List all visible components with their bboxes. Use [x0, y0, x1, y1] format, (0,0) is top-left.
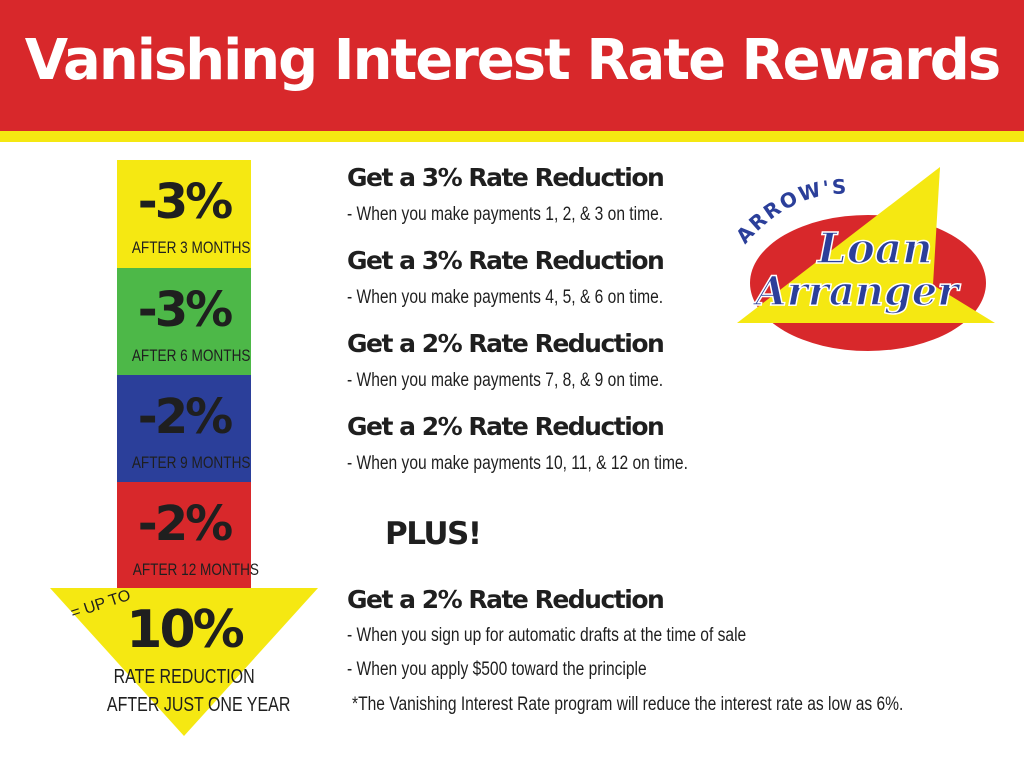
bonus-heading: Get a 2% Rate Reduction: [347, 585, 665, 614]
bonus-line1: - When you sign up for automatic drafts …: [347, 625, 747, 646]
header-stripe: [0, 131, 1024, 142]
reward-heading: Get a 2% Rate Reduction: [347, 412, 665, 441]
step-6-months: -3% AFTER 6 MONTHS: [117, 268, 251, 375]
logo-line1: Loan: [816, 224, 932, 273]
step-label: AFTER 9 MONTHS: [131, 453, 251, 472]
total-line1: RATE REDUCTION: [113, 666, 255, 688]
total-value: 10%: [126, 600, 244, 660]
reward-heading: Get a 3% Rate Reduction: [347, 163, 665, 192]
total-line2: AFTER JUST ONE YEAR: [106, 694, 291, 716]
step-value: -2%: [137, 389, 233, 445]
step-3-months: -3% AFTER 3 MONTHS: [117, 160, 251, 268]
step-12-months: -2% AFTER 12 MONTHS: [117, 482, 259, 588]
header-banner: [0, 0, 1024, 131]
reward-heading: Get a 2% Rate Reduction: [347, 329, 665, 358]
reward-detail: - When you make payments 7, 8, & 9 on ti…: [347, 370, 664, 391]
plus-label: PLUS!: [385, 516, 482, 552]
step-label: AFTER 6 MONTHS: [131, 346, 251, 365]
loan-arranger-logo: ARROW'S Loan Arranger: [735, 167, 995, 351]
step-value: -2%: [137, 496, 233, 552]
step-label: AFTER 12 MONTHS: [132, 560, 259, 579]
step-value: -3%: [137, 282, 233, 338]
reward-detail: - When you make payments 10, 11, & 12 on…: [347, 453, 688, 474]
step-9-months: -2% AFTER 9 MONTHS: [117, 375, 251, 482]
logo-line2: Arranger: [752, 268, 962, 315]
footnote: *The Vanishing Interest Rate program wil…: [352, 694, 904, 715]
reward-heading: Get a 3% Rate Reduction: [347, 246, 665, 275]
reward-detail: - When you make payments 1, 2, & 3 on ti…: [347, 204, 664, 225]
bonus-line2: - When you apply $500 toward the princip…: [347, 659, 647, 680]
step-label: AFTER 3 MONTHS: [131, 238, 251, 257]
arrow-down-icon: [50, 588, 318, 736]
step-value: -3%: [137, 174, 233, 230]
page-title: Vanishing Interest Rate Rewards: [24, 28, 1001, 93]
reward-detail: - When you make payments 4, 5, & 6 on ti…: [347, 287, 664, 308]
